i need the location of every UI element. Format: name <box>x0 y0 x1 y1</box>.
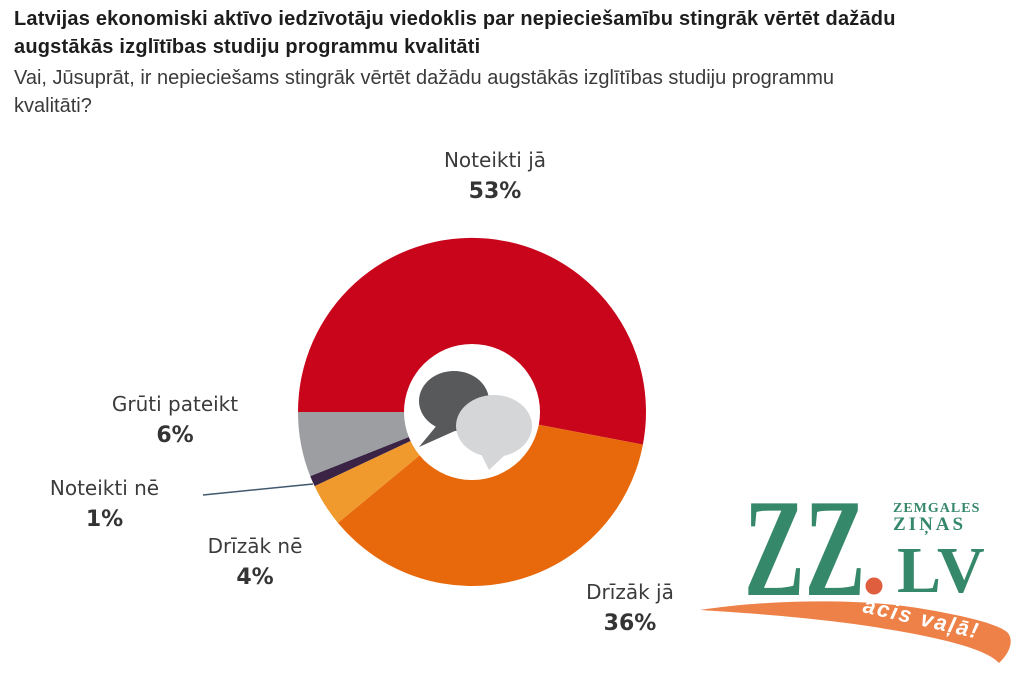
logo-paper-line2: ZIŅAS <box>893 514 966 535</box>
label-gruti-pateikt: Grūti pateikt 6% <box>85 388 265 452</box>
label-drizak-ne: Drīzāk nē 4% <box>176 530 334 594</box>
slice-label: Drīzāk nē <box>207 534 303 558</box>
logo-swoosh <box>700 601 1011 663</box>
pie-slice <box>297 237 646 445</box>
logo-lv-text: LV <box>897 534 987 607</box>
survey-question: Vai, Jūsuprāt, ir nepieciešams stingrāk … <box>14 67 835 117</box>
pie-slice <box>337 412 643 587</box>
slice-label: Noteikti nē <box>49 476 160 500</box>
slice-label: Grūti pateikt <box>111 392 239 416</box>
page-title: Latvijas ekonomiski aktīvo iedzīvotāju v… <box>14 8 896 58</box>
label-noteikti-ne: Noteikti nē 1% <box>22 472 187 536</box>
logo-dot <box>865 577 883 595</box>
slice-value: 1% <box>85 507 124 532</box>
label-drizak-ja: Drīzāk jā 36% <box>540 576 720 640</box>
zz-lv-logo: ZZ ZEMGALES ZIŅAS LV acis vaļā! <box>700 490 1011 663</box>
slice-label: Drīzāk jā <box>586 580 674 604</box>
slice-label: Noteikti jā <box>443 148 547 172</box>
slice-value: 4% <box>236 565 274 590</box>
slice-value: 53% <box>468 179 522 204</box>
slice-value: 6% <box>156 423 194 448</box>
label-noteikti-ja: Noteikti jā 53% <box>405 144 585 208</box>
slice-value: 36% <box>603 611 657 636</box>
noteikti-ne-leader-line <box>202 483 314 496</box>
logo-zz-text: ZZ <box>744 490 865 626</box>
speech-bubbles-icon <box>419 371 532 470</box>
logo-paper-line1: ZEMGALES <box>893 501 980 516</box>
